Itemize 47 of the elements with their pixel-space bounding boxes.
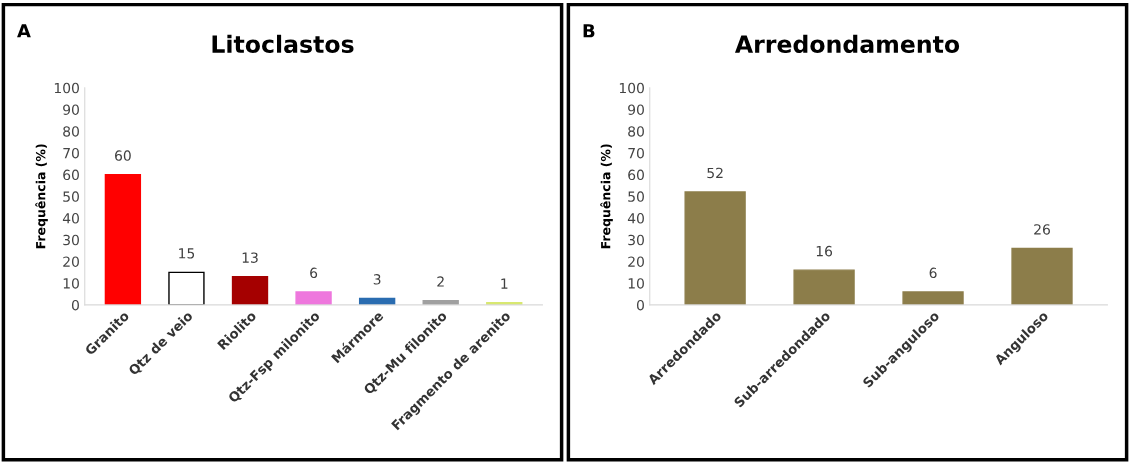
y-tick-label: 100 <box>54 82 79 94</box>
data-label: 16 <box>816 245 833 257</box>
y-tick-label: 90 <box>63 104 79 115</box>
y-tick-label: 50 <box>628 191 644 202</box>
text: B <box>583 24 595 38</box>
data-label: 13 <box>242 252 258 263</box>
chart-title: Litoclastos <box>212 34 354 54</box>
y-tick-label: 30 <box>628 234 644 246</box>
y-tick-label: 0 <box>636 299 644 311</box>
y-tick-label: 80 <box>628 126 644 137</box>
y-tick-label: 10 <box>628 278 644 289</box>
bar <box>793 269 855 305</box>
chart-title: Arredondamento <box>734 34 960 54</box>
y-tick-label: 40 <box>627 213 644 224</box>
bar <box>295 291 332 305</box>
data-label: 6 <box>310 267 318 279</box>
y-tick-label: 90 <box>628 104 644 115</box>
y-axis-title: Frequência (%) <box>35 144 48 249</box>
data-label: 52 <box>707 167 723 179</box>
y-tick-label: 60 <box>63 169 79 181</box>
bar <box>231 275 269 305</box>
bar <box>168 271 205 305</box>
bar <box>1011 247 1073 305</box>
y-tick-label: 70 <box>63 147 79 159</box>
data-label: 26 <box>1034 224 1050 235</box>
data-label: 1 <box>501 278 508 289</box>
y-tick-label: 60 <box>628 169 644 181</box>
y-tick-label: 80 <box>63 126 79 137</box>
data-label: 3 <box>373 274 381 285</box>
data-label: 2 <box>437 276 444 287</box>
data-label: 6 <box>929 267 937 279</box>
y-tick-label: 70 <box>628 147 644 159</box>
y-tick-label: 0 <box>71 299 79 311</box>
y-tick-label: 20 <box>628 256 644 267</box>
data-label: 60 <box>115 150 131 161</box>
bar <box>684 191 746 305</box>
bar <box>902 291 964 305</box>
data-label: 15 <box>179 248 195 259</box>
bar <box>104 173 142 305</box>
y-axis-title: Frequência (%) <box>600 144 613 249</box>
y-tick-label: 50 <box>63 191 79 202</box>
y-tick-label: 100 <box>619 82 644 94</box>
text: A <box>17 24 31 38</box>
y-tick-label: 20 <box>63 256 79 267</box>
y-tick-label: 40 <box>62 213 79 224</box>
y-tick-label: 10 <box>63 278 79 289</box>
y-tick-label: 30 <box>63 234 79 246</box>
